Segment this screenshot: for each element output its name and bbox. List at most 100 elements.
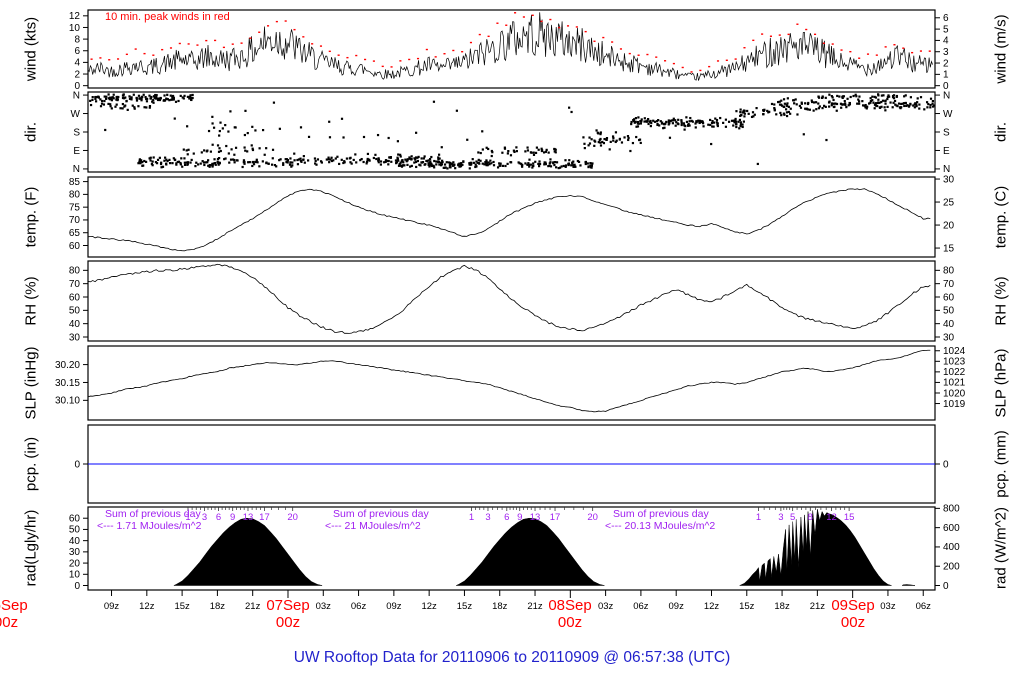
wind-dir-dot xyxy=(299,126,303,129)
wind-dir-dot xyxy=(871,95,874,98)
wind-dir-dot xyxy=(874,102,878,105)
wind-dir-dot xyxy=(158,156,161,159)
wind-dir-dot xyxy=(475,160,478,163)
wind-dir-dot xyxy=(166,98,169,101)
wind-dir-dot xyxy=(94,96,97,99)
wind-dir-dot xyxy=(716,122,719,125)
wind-dir-dot xyxy=(838,95,841,98)
wind-dir-dot xyxy=(538,160,541,163)
wind-dir-dot xyxy=(517,161,520,164)
wind-dir-dot xyxy=(263,153,266,156)
wind-dir-dot xyxy=(244,149,247,152)
x-tick-label: 18z xyxy=(210,601,226,612)
peak-wind-dot xyxy=(628,52,631,55)
wind-dir-dot xyxy=(773,109,776,112)
y-tick-label: 1019 xyxy=(943,399,966,410)
wind-dir-dot xyxy=(154,93,157,97)
wind-dir-dot xyxy=(931,102,934,105)
wind-dir-dot xyxy=(846,97,849,100)
y-tick-label: 4 xyxy=(943,36,949,47)
wind-dir-dot xyxy=(739,114,742,117)
wind-dir-dot xyxy=(821,106,824,110)
wind-dir-dot xyxy=(143,106,146,109)
wind-dir-dot xyxy=(314,159,317,163)
wind-dir-dot xyxy=(586,162,589,165)
wind-dir-dot xyxy=(419,164,422,167)
wind-dir-dot xyxy=(376,133,380,137)
date-label-06sep-hour: 00z xyxy=(0,614,19,631)
wind-dir-dot xyxy=(149,159,152,162)
wind-dir-dot xyxy=(510,161,513,164)
wind-dir-dot xyxy=(689,116,692,120)
wind-dir-dot xyxy=(423,155,426,158)
temp-c-axis-label: temp. (C) xyxy=(992,185,1010,249)
wind-dir-dot xyxy=(802,133,805,136)
y-tick-label: 2 xyxy=(74,69,80,80)
wind-dir-dot xyxy=(916,101,919,104)
wind-dir-dot xyxy=(415,131,418,134)
wind-dir-dot xyxy=(492,160,495,164)
wind-dir-dot xyxy=(151,100,154,103)
peak-wind-dot xyxy=(275,20,278,23)
wind-dir-dot xyxy=(332,159,335,162)
date-label-09sep: 09Sep 00z xyxy=(821,597,885,631)
wind-dir-dot xyxy=(521,163,524,167)
wind-dir-dot xyxy=(701,122,705,125)
wind-dir-dot xyxy=(174,100,178,103)
wind-dir-dot xyxy=(171,162,174,165)
wind-dir-dot xyxy=(406,159,409,162)
wind-dir-dot xyxy=(302,155,305,158)
peak-wind-dot xyxy=(514,12,517,14)
x-tick-label: 12z xyxy=(139,601,155,612)
rad-hour-label: 13 xyxy=(530,512,541,523)
y-tick-label: N xyxy=(73,164,80,175)
wind-dir-dot xyxy=(570,110,573,114)
wind-dir-dot xyxy=(99,105,103,108)
wind-dir-dot xyxy=(148,106,151,109)
wind-dir-dot xyxy=(242,159,246,162)
wind-dir-dot xyxy=(547,151,550,154)
y-tick-label: 80 xyxy=(69,266,81,277)
wind-dir-dot xyxy=(876,101,880,105)
wind-dir-dot xyxy=(499,162,502,165)
data-trace xyxy=(87,12,933,81)
wind-dir-dot xyxy=(154,161,158,164)
wind-dir-dot xyxy=(588,142,592,145)
wind-dir-dot xyxy=(738,127,741,130)
y-tick-label: 70 xyxy=(943,279,955,290)
wind-dir-dot xyxy=(891,94,895,98)
y-tick-label: 1021 xyxy=(943,378,966,389)
wind-dir-dot xyxy=(668,122,671,125)
wind-dir-dot xyxy=(217,162,220,165)
wind-dir-dot xyxy=(203,149,206,152)
wind-dir-dot xyxy=(179,94,182,97)
x-tick-label: 06z xyxy=(633,601,649,612)
wind-dir-dot xyxy=(609,140,612,143)
wind-dir-dot xyxy=(913,103,916,106)
wind-dir-dot xyxy=(175,162,178,165)
wind-dir-dot xyxy=(886,105,889,108)
wind-dir-dot xyxy=(552,162,555,165)
wind-dir-dot xyxy=(197,163,200,166)
wind-dir-dot xyxy=(435,160,438,163)
wind-dir-dot xyxy=(526,146,529,149)
wind-dir-dot xyxy=(904,101,907,105)
wind-dir-dot xyxy=(207,159,210,162)
wind-dir-dot xyxy=(593,144,596,147)
wind-dir-dot xyxy=(687,124,690,127)
wind-dir-dot xyxy=(631,141,635,145)
wind-dir-dot xyxy=(603,137,606,141)
wind-dir-dot xyxy=(377,158,381,161)
wind-dir-dot xyxy=(719,116,722,120)
wind-dir-dot xyxy=(841,95,844,98)
wind-dir-dot xyxy=(737,120,740,123)
wind-dir-dot xyxy=(529,163,533,166)
wind-dir-dot xyxy=(179,163,182,166)
wind-dir-dot xyxy=(282,162,285,165)
wind-dir-dot xyxy=(750,115,754,119)
wind-dir-dot xyxy=(479,159,482,162)
wind-dir-dot xyxy=(828,93,831,96)
wind-dir-dot xyxy=(795,103,798,106)
wind-dir-dot xyxy=(438,160,441,164)
